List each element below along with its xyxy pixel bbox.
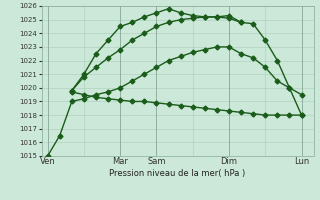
X-axis label: Pression niveau de la mer( hPa ): Pression niveau de la mer( hPa ): [109, 169, 246, 178]
